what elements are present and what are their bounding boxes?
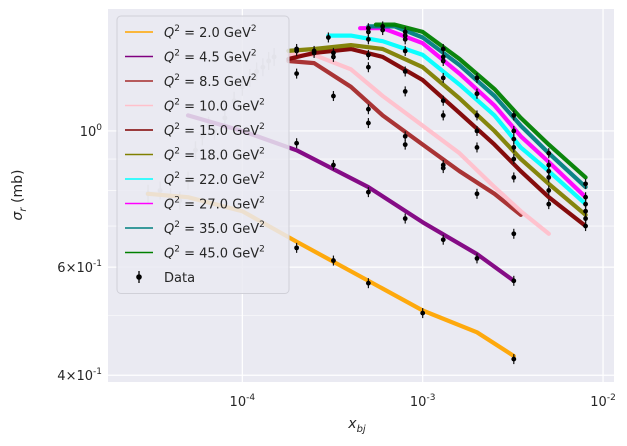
data-point xyxy=(294,71,300,77)
data-point xyxy=(511,128,517,134)
data-point xyxy=(402,69,408,74)
legend-label: Q2 = 22.0 GeV2 xyxy=(164,171,265,188)
x-tick-label: 10-4 xyxy=(230,393,256,410)
data-point xyxy=(420,310,426,316)
data-point xyxy=(583,194,588,200)
data-point xyxy=(365,36,371,42)
data-point xyxy=(440,162,446,168)
data-point xyxy=(474,145,480,150)
data-point xyxy=(474,113,480,118)
data-point xyxy=(440,75,446,81)
data-point xyxy=(331,162,336,168)
data-point xyxy=(546,188,552,193)
data-point xyxy=(365,52,371,58)
data-point xyxy=(546,201,552,207)
data-point xyxy=(325,35,331,40)
data-point xyxy=(311,48,317,54)
data-point xyxy=(402,216,408,221)
data-point xyxy=(402,29,408,35)
data-point xyxy=(331,93,336,99)
data-point xyxy=(440,98,446,104)
data-point xyxy=(474,128,480,134)
data-point xyxy=(331,50,336,56)
data-point xyxy=(380,24,386,29)
data-point xyxy=(474,91,480,97)
data-point xyxy=(294,46,300,52)
data-point xyxy=(402,48,408,54)
data-point xyxy=(511,156,517,162)
data-point xyxy=(365,106,371,112)
data-point xyxy=(474,75,480,81)
data-point xyxy=(546,168,552,174)
data-point xyxy=(583,216,588,221)
data-point xyxy=(474,191,480,197)
data-point xyxy=(546,150,552,156)
legend-label: Q2 = 15.0 GeV2 xyxy=(164,122,265,139)
series-line xyxy=(286,43,588,217)
legend-label: Q2 = 35.0 GeV2 xyxy=(164,220,265,237)
legend-label: Q2 = 2.0 GeV2 xyxy=(164,24,257,41)
data-point xyxy=(365,280,371,286)
data-point xyxy=(440,46,446,52)
data-point xyxy=(365,25,371,31)
x-tick-label: 10-2 xyxy=(590,393,616,410)
y-axis-label: σr (mb) xyxy=(10,170,29,221)
data-points xyxy=(294,21,588,365)
x-tick-label: 10-3 xyxy=(410,393,436,410)
legend-label: Q2 = 10.0 GeV2 xyxy=(164,98,265,115)
data-point xyxy=(331,258,336,263)
x-axis-label: xbj xyxy=(347,416,366,435)
data-point xyxy=(583,223,588,229)
series-line xyxy=(286,58,523,217)
data-point xyxy=(546,175,552,180)
data-point xyxy=(511,356,517,362)
legend-label: Q2 = 8.5 GeV2 xyxy=(164,73,257,90)
legend-box xyxy=(116,15,290,294)
data-point xyxy=(365,120,371,126)
legend-label: Data xyxy=(164,271,195,286)
legend-label: Q2 = 18.0 GeV2 xyxy=(164,147,265,164)
data-point xyxy=(583,208,588,214)
data-point xyxy=(294,140,300,146)
legend-marker xyxy=(136,274,142,280)
y-tick-label: 4×10-1 xyxy=(57,367,102,384)
y-tick-label: 6×10-1 xyxy=(57,259,102,276)
y-tick-labels: 4×10-1 6×10-1 100 xyxy=(57,123,102,384)
data-point xyxy=(583,181,588,187)
series-line xyxy=(326,33,588,207)
data-point xyxy=(365,189,371,195)
legend-label: Q2 = 4.5 GeV2 xyxy=(164,49,257,66)
data-point xyxy=(402,133,408,139)
legend-label: Q2 = 45.0 GeV2 xyxy=(164,245,265,262)
data-point xyxy=(546,162,552,168)
data-point xyxy=(402,88,408,94)
legend: Q2 = 2.0 GeV2 Q2 = 4.5 GeV2 Q2 = 8.5 GeV2 Q… xyxy=(116,15,290,294)
data-point xyxy=(511,136,517,142)
data-point xyxy=(474,256,480,261)
data-point xyxy=(511,278,517,284)
data-point xyxy=(294,245,300,251)
data-point xyxy=(511,113,517,118)
data-point xyxy=(511,231,517,237)
data-point xyxy=(402,142,408,148)
data-point xyxy=(365,64,371,70)
legend-label: Q2 = 27.0 GeV2 xyxy=(164,196,265,213)
series-line xyxy=(286,52,551,236)
data-point xyxy=(440,113,446,118)
data-point xyxy=(511,175,517,180)
data-point xyxy=(440,237,446,243)
data-point xyxy=(583,201,588,207)
x-tick-labels: 10-4 10-3 10-2 xyxy=(230,393,616,410)
data-point xyxy=(511,145,517,150)
y-tick-label: 100 xyxy=(80,123,103,140)
data-point xyxy=(440,54,446,60)
